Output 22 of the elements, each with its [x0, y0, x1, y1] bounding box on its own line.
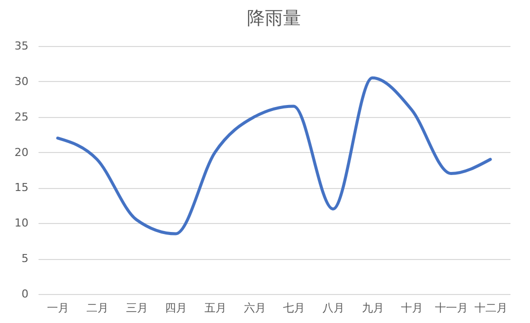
x-tick-label: 十月 — [401, 302, 424, 314]
y-tick-label: 0 — [22, 288, 28, 300]
y-tick-label: 35 — [14, 40, 28, 52]
chart-title: 降雨量 — [247, 8, 301, 29]
y-tick-label: 5 — [22, 252, 28, 266]
y-tick-label: 30 — [14, 74, 28, 88]
x-tick-label: 六月 — [244, 302, 266, 314]
y-tick-label: 20 — [14, 146, 28, 159]
x-tick-label: 三月 — [126, 302, 148, 314]
x-tick-label: 七月 — [283, 302, 306, 314]
y-tick-label: 15 — [14, 181, 28, 194]
x-tick-label: 十二月 — [474, 302, 508, 314]
x-tick-label: 十一月 — [435, 302, 468, 314]
y-tick-label: 25 — [14, 110, 28, 124]
x-tick-label: 二月 — [86, 302, 108, 314]
x-tick-label: 九月 — [362, 302, 384, 314]
x-tick-label: 一月 — [47, 302, 70, 314]
y-tick-label: 10 — [14, 216, 28, 230]
line-series — [56, 76, 492, 236]
x-tick-label: 五月 — [204, 302, 226, 314]
x-tick-label: 四月 — [165, 302, 188, 314]
x-tick-label: 八月 — [322, 302, 344, 314]
